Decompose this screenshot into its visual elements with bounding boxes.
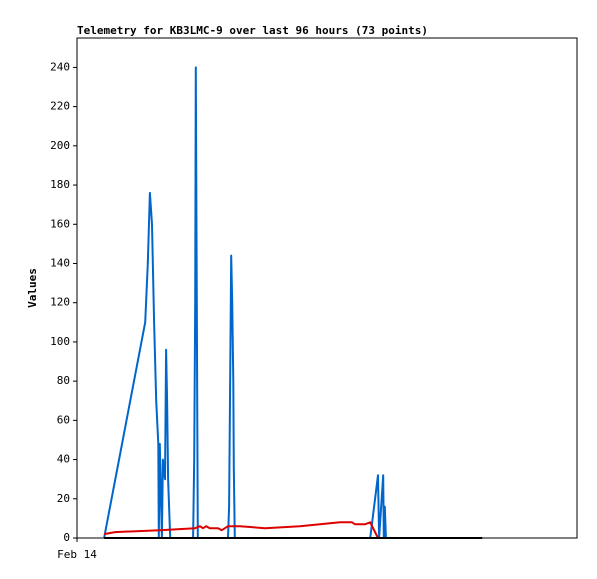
y-tick-label: 100 [50, 335, 70, 348]
y-tick-label: 0 [63, 531, 70, 544]
y-tick-label: 160 [50, 217, 70, 230]
y-tick-label: 60 [57, 413, 70, 426]
y-tick-label: 120 [50, 296, 70, 309]
x-tick-label: Feb 14 [57, 548, 97, 561]
y-axis-label: Values [26, 268, 39, 308]
y-tick-label: 20 [57, 492, 70, 505]
y-tick-label: 200 [50, 139, 70, 152]
chart-title: Telemetry for KB3LMC-9 over last 96 hour… [77, 24, 428, 37]
y-tick-label: 40 [57, 453, 70, 466]
y-tick-label: 180 [50, 178, 70, 191]
series-line [103, 521, 379, 539]
y-tick-label: 140 [50, 256, 70, 269]
plot-frame [76, 37, 578, 539]
y-tick-label: 220 [50, 100, 70, 113]
y-tick-label: 80 [57, 374, 70, 387]
y-tick-label: 240 [50, 60, 70, 73]
